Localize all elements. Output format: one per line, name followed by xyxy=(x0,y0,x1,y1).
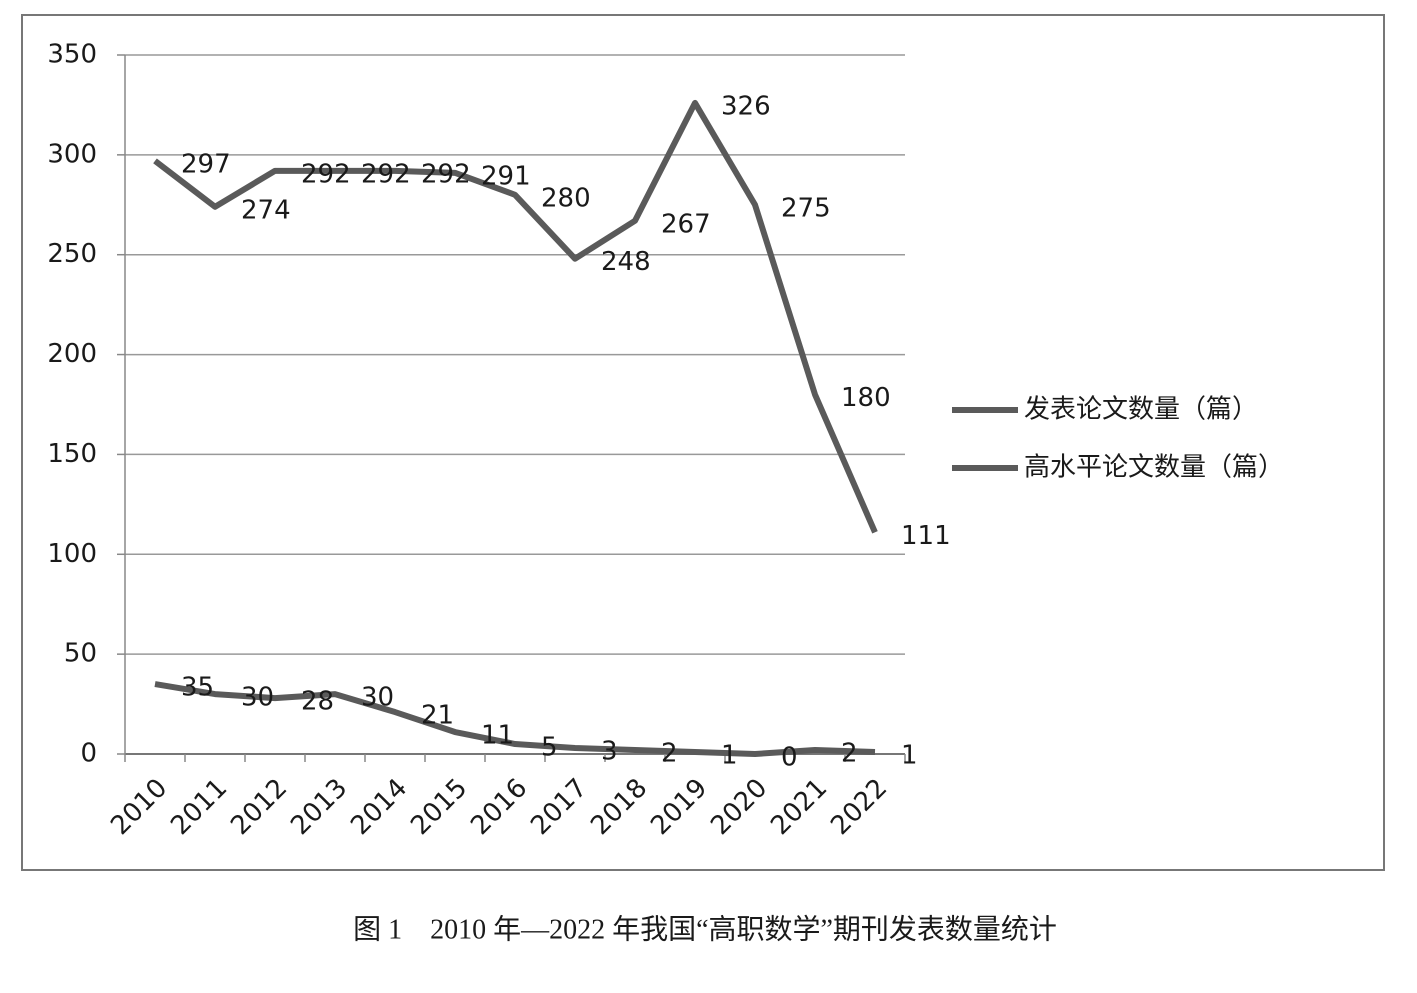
data-label: 297 xyxy=(181,149,231,179)
data-label: 28 xyxy=(301,687,334,717)
data-label: 292 xyxy=(361,159,411,189)
data-label: 274 xyxy=(241,195,291,225)
data-label: 291 xyxy=(481,161,531,191)
data-label: 1 xyxy=(901,741,918,771)
data-label: 35 xyxy=(181,673,214,703)
data-label: 21 xyxy=(421,701,454,731)
data-label: 248 xyxy=(601,247,651,277)
data-label: 292 xyxy=(301,159,351,189)
legend-label: 发表论文数量（篇） xyxy=(1024,395,1258,425)
data-label: 0 xyxy=(781,743,798,773)
legend-label: 高水平论文数量（篇） xyxy=(1024,453,1284,483)
caption: 图 1 2010 年—2022 年我国“高职数学”期刊发表数量统计 xyxy=(353,913,1057,945)
data-label: 180 xyxy=(841,383,891,413)
data-label: 2 xyxy=(661,739,678,769)
data-label: 326 xyxy=(721,91,771,121)
y-tick-label: 300 xyxy=(47,139,97,169)
data-label: 5 xyxy=(541,733,558,763)
chart-frame xyxy=(21,14,1385,871)
series-line xyxy=(154,681,876,757)
y-tick-label: 350 xyxy=(47,40,97,70)
y-tick-label: 50 xyxy=(64,639,97,669)
y-tick-label: 250 xyxy=(47,239,97,269)
data-label: 1 xyxy=(721,741,738,771)
data-label: 11 xyxy=(481,721,514,751)
data-label: 2 xyxy=(841,739,858,769)
data-label: 3 xyxy=(601,737,618,767)
data-label: 111 xyxy=(901,521,951,551)
data-label: 280 xyxy=(541,183,591,213)
data-label: 292 xyxy=(421,159,471,189)
y-tick-label: 0 xyxy=(80,739,97,769)
y-tick-label: 200 xyxy=(47,339,97,369)
data-label: 30 xyxy=(361,683,394,713)
data-label: 275 xyxy=(781,193,831,223)
y-tick-label: 100 xyxy=(47,539,97,569)
data-label: 267 xyxy=(661,209,711,239)
y-tick-label: 150 xyxy=(47,439,97,469)
data-label: 30 xyxy=(241,683,274,713)
series-line xyxy=(153,99,878,534)
